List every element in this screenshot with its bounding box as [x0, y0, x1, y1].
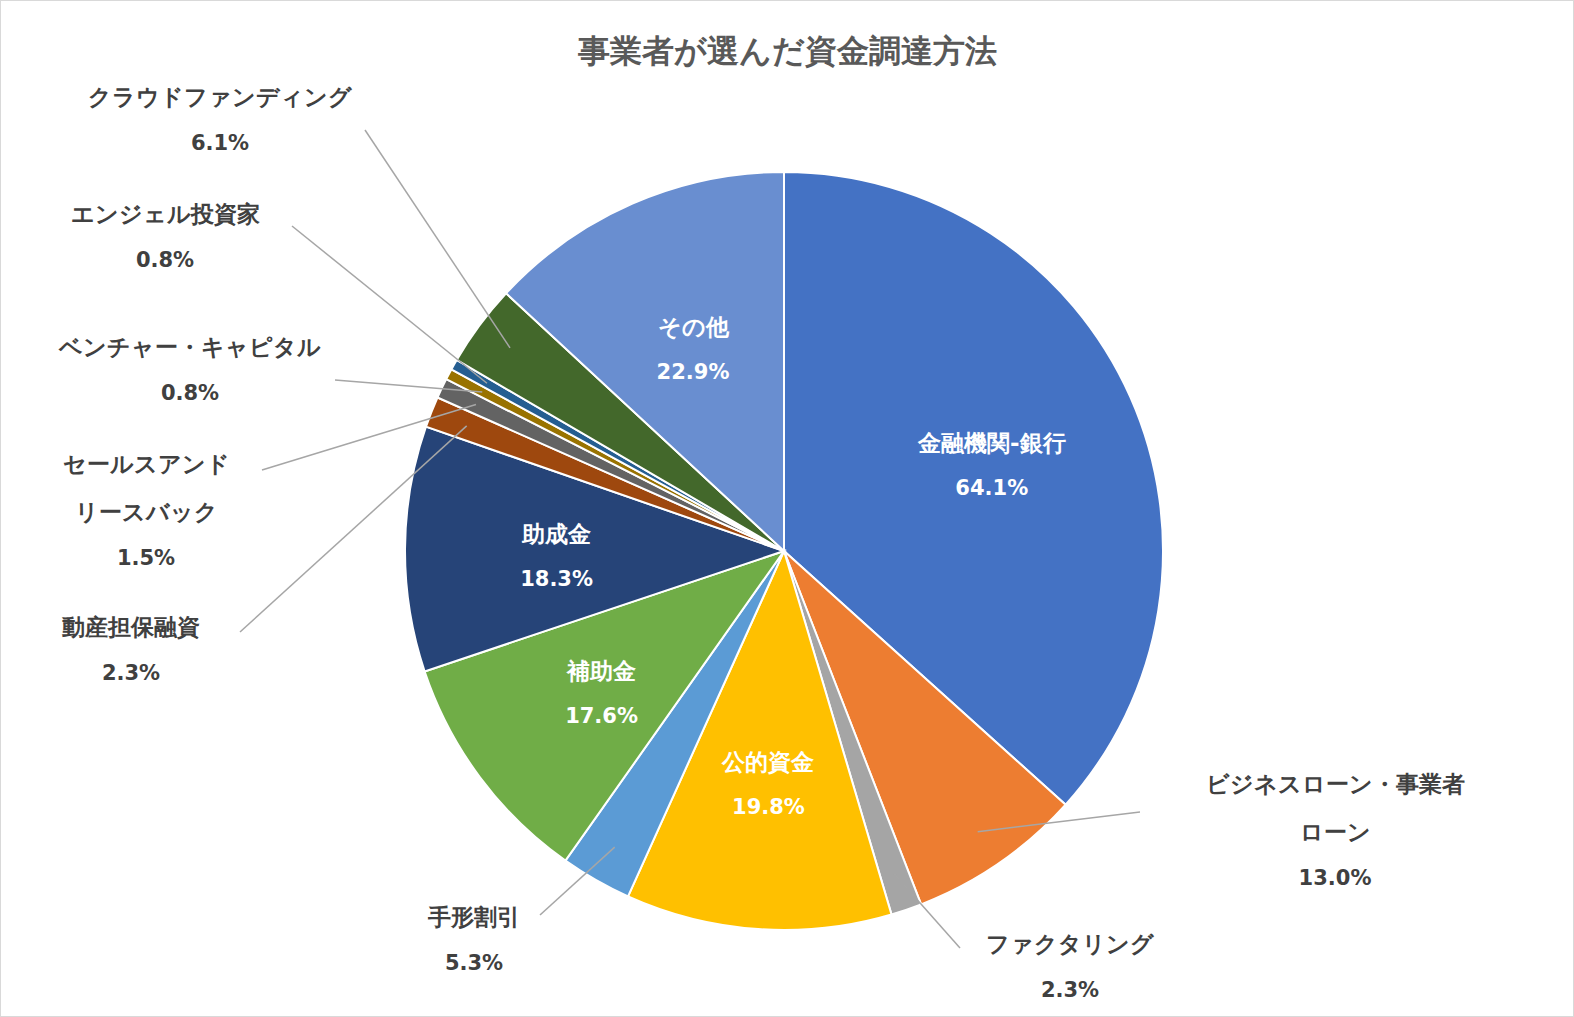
- category-label: エンジェル投資家: [71, 201, 260, 227]
- value-label: 17.6%: [565, 704, 638, 728]
- category-label: 手形割引: [427, 904, 520, 930]
- value-label: 0.8%: [161, 381, 219, 405]
- value-label: 1.5%: [117, 546, 175, 570]
- category-label: 動産担保融資: [61, 614, 200, 640]
- leader-line: [292, 226, 487, 383]
- value-label: 19.8%: [732, 795, 805, 819]
- leader-line: [978, 812, 1140, 832]
- category-label: その他: [658, 314, 730, 340]
- value-label: 2.3%: [1041, 978, 1099, 1002]
- category-label: 公的資金: [721, 749, 814, 775]
- slices: [405, 172, 1163, 930]
- value-label: 0.8%: [136, 248, 194, 272]
- leader-line: [894, 874, 960, 948]
- value-label: 5.3%: [445, 951, 503, 975]
- value-label: 22.9%: [657, 360, 730, 384]
- leader-line: [262, 405, 476, 470]
- leader-line: [240, 426, 467, 632]
- category-label: 金融機関-銀行: [917, 430, 1066, 456]
- value-label: 64.1%: [955, 476, 1028, 500]
- leader-line: [365, 130, 510, 348]
- title: 事業者が選んだ資金調達方法: [577, 32, 997, 70]
- category-label: 助成金: [521, 521, 591, 547]
- category-label: ベンチャー・キャピタル: [58, 334, 321, 360]
- background: [1, 1, 1574, 1017]
- value-label: 13.0%: [1299, 866, 1372, 890]
- leader-line: [540, 847, 615, 915]
- chart: 事業者が選んだ資金調達方法金融機関-銀行 64.1% ビジネスローン・事業者ローン 1…: [0, 0, 1574, 1017]
- category-label: ビジネスローン・事業者ローン: [1206, 771, 1465, 845]
- slice: [506, 172, 784, 551]
- leader-line: [335, 380, 482, 392]
- value-label: 18.3%: [520, 567, 593, 591]
- value-label: 6.1%: [191, 131, 249, 155]
- value-label: 2.3%: [102, 661, 160, 685]
- category-label: セールスアンドリースバック: [63, 451, 230, 525]
- category-label: ファクタリング: [986, 931, 1155, 957]
- labels: 金融機関-銀行 64.1% ビジネスローン・事業者ローン 13.0% ファクタリング 2.…: [58, 84, 1465, 1002]
- category-label: クラウドファンディング: [88, 84, 353, 110]
- category-label: 補助金: [566, 658, 636, 684]
